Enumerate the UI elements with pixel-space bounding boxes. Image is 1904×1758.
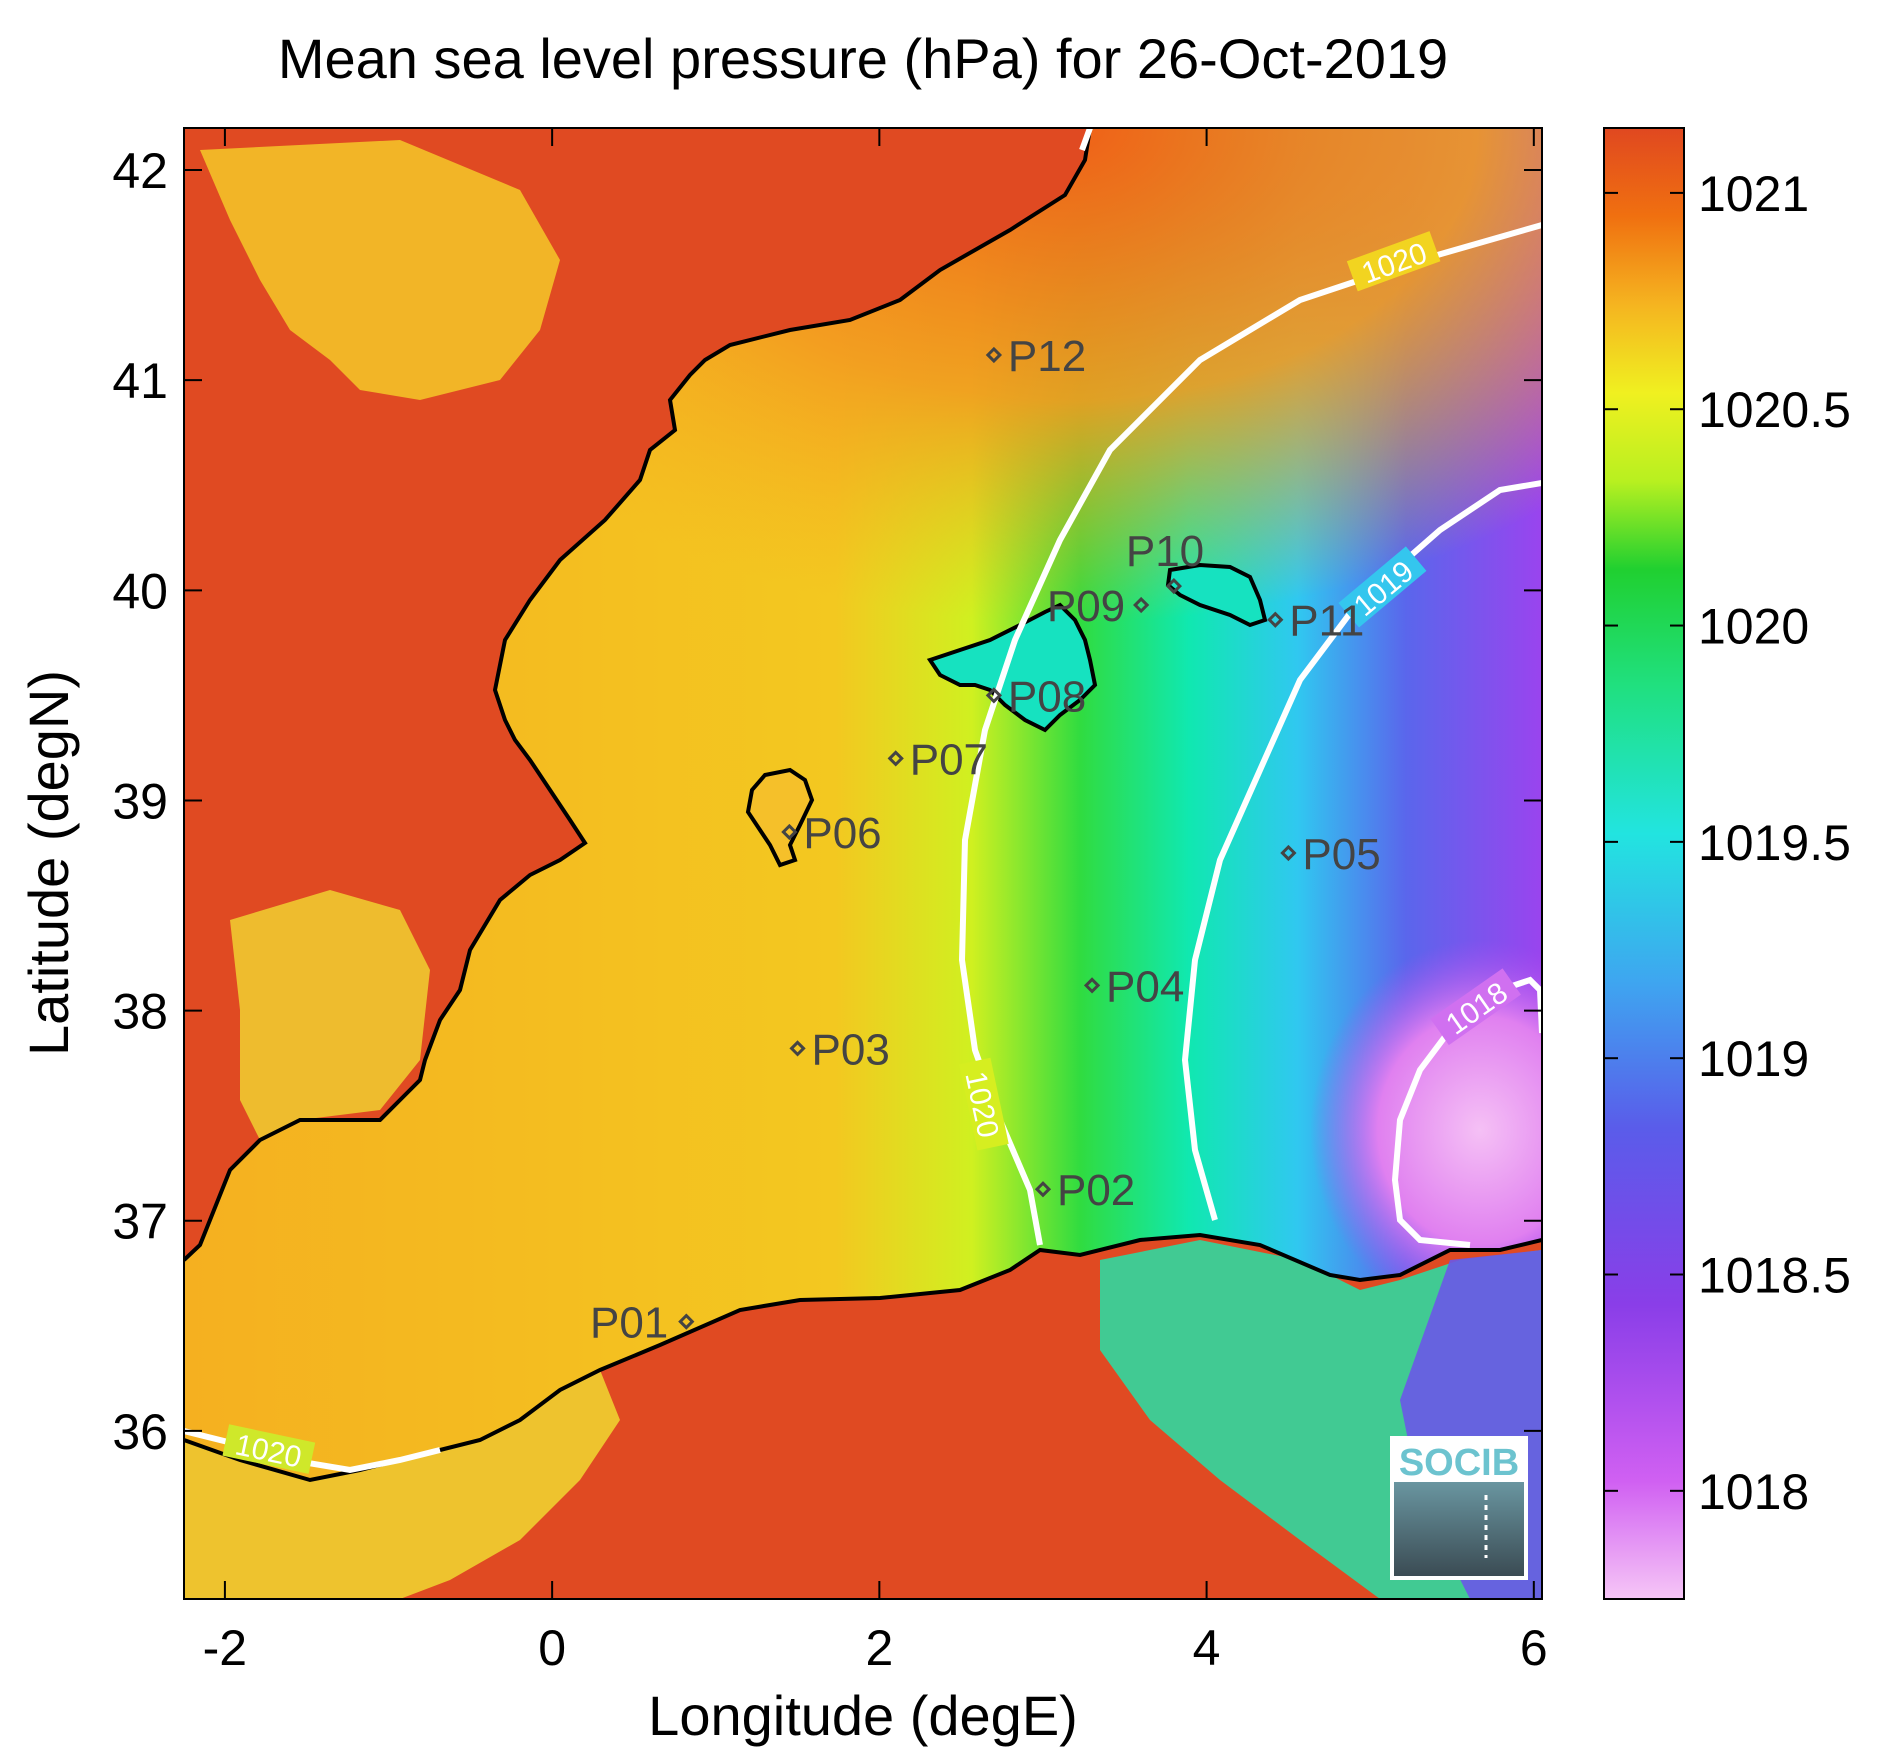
map-title: Mean sea level pressure (hPa) for 26-Oct… — [278, 27, 1448, 90]
station-marker — [1165, 577, 1182, 595]
station-label: P09 — [1047, 582, 1125, 631]
y-tick-label: 36 — [112, 1404, 168, 1460]
iberia-south-highlands — [230, 890, 430, 1140]
socib-logo: SOCIB — [1390, 1436, 1528, 1580]
colorbar-tick-label: 1019.5 — [1698, 815, 1851, 871]
station-marker — [1034, 1181, 1052, 1198]
y-tick-label: 40 — [112, 563, 168, 619]
station-label: P11 — [1289, 597, 1364, 646]
colorbar-gradient — [1603, 127, 1685, 1600]
station-marker — [1133, 596, 1150, 614]
colorbar-tick-label: 1019 — [1698, 1031, 1809, 1087]
africa-yellow-coast — [184, 1370, 620, 1599]
station-marker — [985, 687, 1003, 704]
y-tick-label: 39 — [112, 773, 168, 829]
station-marker — [1083, 977, 1101, 994]
station-marker — [781, 823, 798, 841]
station-label: P05 — [1302, 830, 1380, 879]
map-area: 1020 1020 1020 1019 1018 P01 P02 P03 P04 P05… — [184, 128, 1542, 1599]
station-label: P12 — [1008, 332, 1086, 381]
colorbar-ticks: 1018 1018.5 1019 1019.5 1020 1020.5 1021 — [1604, 166, 1851, 1520]
low-pressure-core — [1310, 940, 1542, 1320]
y-tick-label: 42 — [112, 143, 168, 199]
iberia-highlands — [200, 140, 560, 400]
contour-1019 — [1181, 480, 1542, 1221]
x-tick-label: 2 — [865, 1620, 893, 1676]
x-axis-ticks: -2 0 2 4 6 — [203, 128, 1548, 1676]
pressure-contours: 1020 1020 1020 1019 1018 — [184, 128, 1542, 1475]
station-marker — [789, 1040, 806, 1057]
colorbar-tick-label: 1021 — [1698, 166, 1809, 222]
station-marker — [887, 750, 904, 767]
station-marker — [985, 346, 1003, 364]
x-tick-label: -2 — [203, 1620, 247, 1676]
station-label: P10 — [1126, 527, 1204, 576]
station-marker — [678, 1313, 695, 1330]
colorbar-tick-label: 1018 — [1698, 1464, 1809, 1520]
map-frame — [183, 127, 1543, 1600]
ibiza-land — [745, 767, 815, 868]
contour-1018 — [1391, 976, 1542, 1248]
y-axis-label: Latitude (degN) — [17, 670, 80, 1056]
y-tick-label: 38 — [112, 984, 168, 1040]
y-tick-label: 41 — [112, 353, 168, 409]
x-axis-label: Longitude (degE) — [648, 1684, 1078, 1747]
station-label: P07 — [910, 735, 988, 784]
y-axis-ticks: 36 37 38 39 40 41 42 — [112, 143, 1542, 1460]
station-marker — [1280, 844, 1297, 862]
colorbar-tick-label: 1018.5 — [1698, 1248, 1851, 1304]
station-label: P06 — [803, 809, 881, 858]
station-label: P02 — [1057, 1166, 1135, 1215]
colorbar: 1018 1018.5 1019 1019.5 1020 1020.5 1021 — [1603, 127, 1851, 1600]
colorbar-tick-label: 1020.5 — [1698, 382, 1851, 438]
menorca-land — [1165, 562, 1268, 628]
station-label: P08 — [1008, 672, 1086, 721]
x-tick-label: 4 — [1193, 1620, 1221, 1676]
station-label: P04 — [1106, 962, 1184, 1011]
socib-logo-text: SOCIB — [1399, 1442, 1519, 1484]
colorbar-tick-label: 1020 — [1698, 599, 1809, 655]
x-tick-label: 0 — [538, 1620, 566, 1676]
station-marker — [1267, 611, 1284, 628]
station-label: P03 — [812, 1025, 890, 1074]
coastline-iberia — [184, 128, 1092, 1262]
x-tick-label: 6 — [1520, 1620, 1548, 1676]
y-tick-label: 37 — [112, 1194, 168, 1250]
socib-logo-top — [1394, 1440, 1524, 1482]
station-label: P01 — [590, 1299, 668, 1348]
